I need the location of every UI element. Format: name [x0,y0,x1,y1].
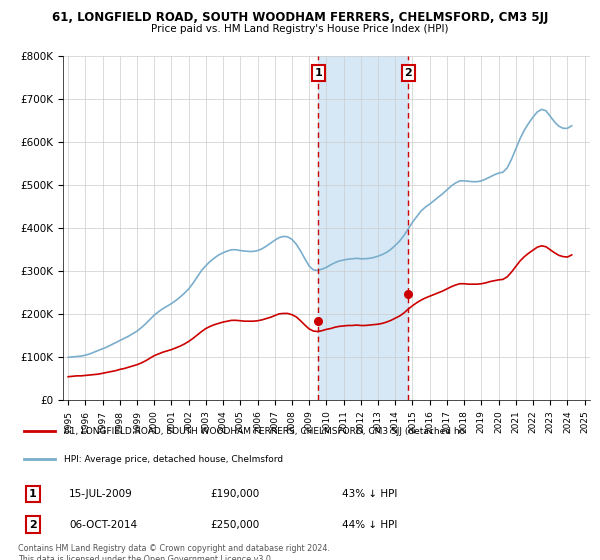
Bar [319,56,409,400]
Text: 06-OCT-2014: 06-OCT-2014 [69,520,137,530]
Text: £250,000: £250,000 [210,520,259,530]
Text: Price paid vs. HM Land Registry's House Price Index (HPI): Price paid vs. HM Land Registry's House … [151,24,449,34]
Text: 2: 2 [29,520,37,530]
Text: 1: 1 [314,68,322,78]
Text: 1: 1 [29,489,37,499]
Text: 44% ↓ HPI: 44% ↓ HPI [342,520,397,530]
Text: HPI: Average price, detached house, Chelmsford: HPI: Average price, detached house, Chel… [64,455,283,464]
Text: 15-JUL-2009: 15-JUL-2009 [69,489,133,499]
Text: Contains HM Land Registry data © Crown copyright and database right 2024.
This d: Contains HM Land Registry data © Crown c… [18,544,330,560]
Text: 43% ↓ HPI: 43% ↓ HPI [342,489,397,499]
Text: 61, LONGFIELD ROAD, SOUTH WOODHAM FERRERS, CHELMSFORD, CM3 5JJ: 61, LONGFIELD ROAD, SOUTH WOODHAM FERRER… [52,11,548,24]
Text: 2: 2 [404,68,412,78]
Text: £190,000: £190,000 [210,489,259,499]
Text: 61, LONGFIELD ROAD, SOUTH WOODHAM FERRERS, CHELMSFORD, CM3 5JJ (detached ho: 61, LONGFIELD ROAD, SOUTH WOODHAM FERRER… [64,427,465,436]
